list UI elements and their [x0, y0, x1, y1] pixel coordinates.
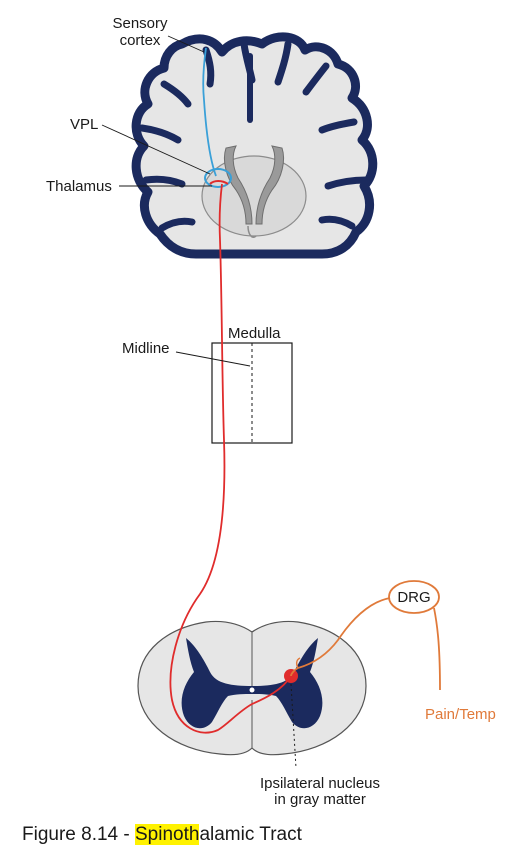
label-pain-temp: Pain/Temp — [425, 706, 496, 723]
sulcus — [302, 62, 330, 96]
thalamocortical-fiber — [202, 47, 217, 177]
caption-suffix: alamic Tract — [199, 824, 302, 845]
thalamus-structure — [201, 155, 307, 237]
lateral-ventricle-right — [255, 145, 285, 225]
medulla-section — [211, 342, 293, 444]
cerebral-cortex — [131, 32, 378, 259]
sulcus — [202, 46, 215, 88]
first-order-neuron — [290, 580, 441, 691]
label-medulla: Medulla — [228, 325, 281, 342]
drg-ganglion — [388, 580, 440, 614]
label-sensory-cortex-2: cortex — [120, 32, 161, 49]
label-ipsilateral-2: in gray matter — [274, 791, 366, 808]
label-midline: Midline — [122, 340, 170, 357]
label-vpl: VPL — [70, 116, 98, 133]
midline-leader — [175, 351, 251, 367]
label-ipsilateral-1: Ipsilateral nucleus — [260, 775, 380, 792]
label-thalamus: Thalamus — [46, 178, 112, 195]
peripheral-process — [433, 607, 441, 691]
vpl-leader — [101, 124, 211, 175]
brain-coronal-section — [131, 32, 378, 259]
sulcus — [160, 80, 192, 108]
sulcus — [158, 217, 196, 232]
sulcus — [324, 176, 370, 190]
caption-prefix: Figure 8.14 - — [22, 824, 135, 845]
gray-matter — [181, 638, 323, 729]
sulcus — [138, 124, 182, 144]
sulcus — [318, 215, 356, 230]
vpl-nucleus — [204, 168, 232, 188]
tract-terminal — [209, 180, 229, 185]
label-sensory-cortex-1: Sensory — [112, 15, 168, 32]
leader-lines — [101, 35, 251, 367]
sulcus — [318, 118, 358, 134]
sulcus — [274, 40, 292, 86]
third-ventricle — [247, 225, 257, 238]
central-canal — [249, 687, 255, 693]
figure-caption: Figure 8.14 - Spinothalamic Tract — [22, 824, 302, 846]
ipsilateral-nucleus-pointer — [290, 683, 297, 769]
spinal-cord-section — [137, 620, 367, 769]
sensory-cortex-leader — [167, 35, 205, 53]
label-drg: DRG — [397, 589, 430, 606]
central-process-branch — [295, 657, 301, 669]
sulcus — [142, 175, 186, 188]
spinothalamic-tract-fiber — [169, 183, 292, 734]
central-process — [290, 597, 391, 677]
caption-highlight: Spinoth — [135, 824, 200, 845]
